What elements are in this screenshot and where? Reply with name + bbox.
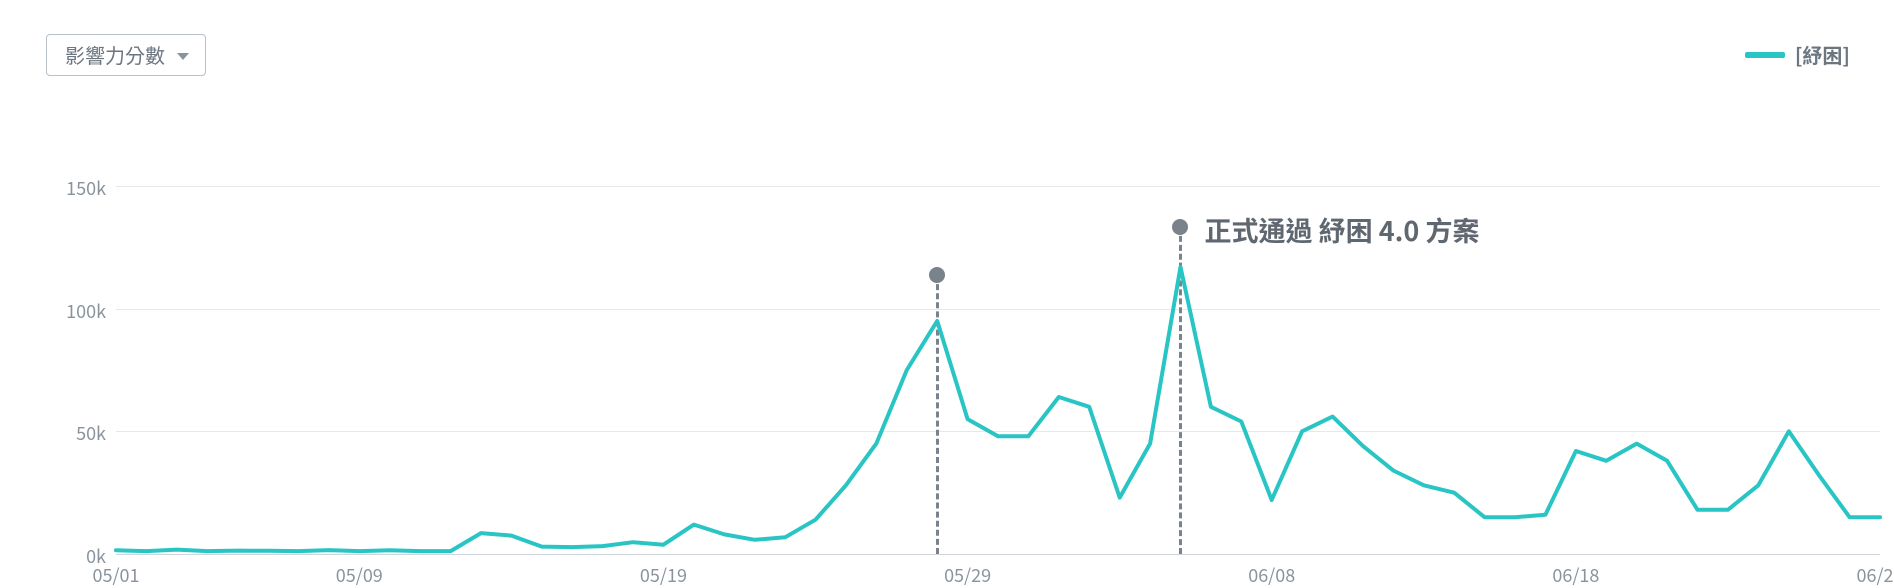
chart-card: 影響力分數 [紓困] 0k50k100k150k05/0105/0905/190… <box>0 0 1894 584</box>
series-line <box>0 0 1894 584</box>
